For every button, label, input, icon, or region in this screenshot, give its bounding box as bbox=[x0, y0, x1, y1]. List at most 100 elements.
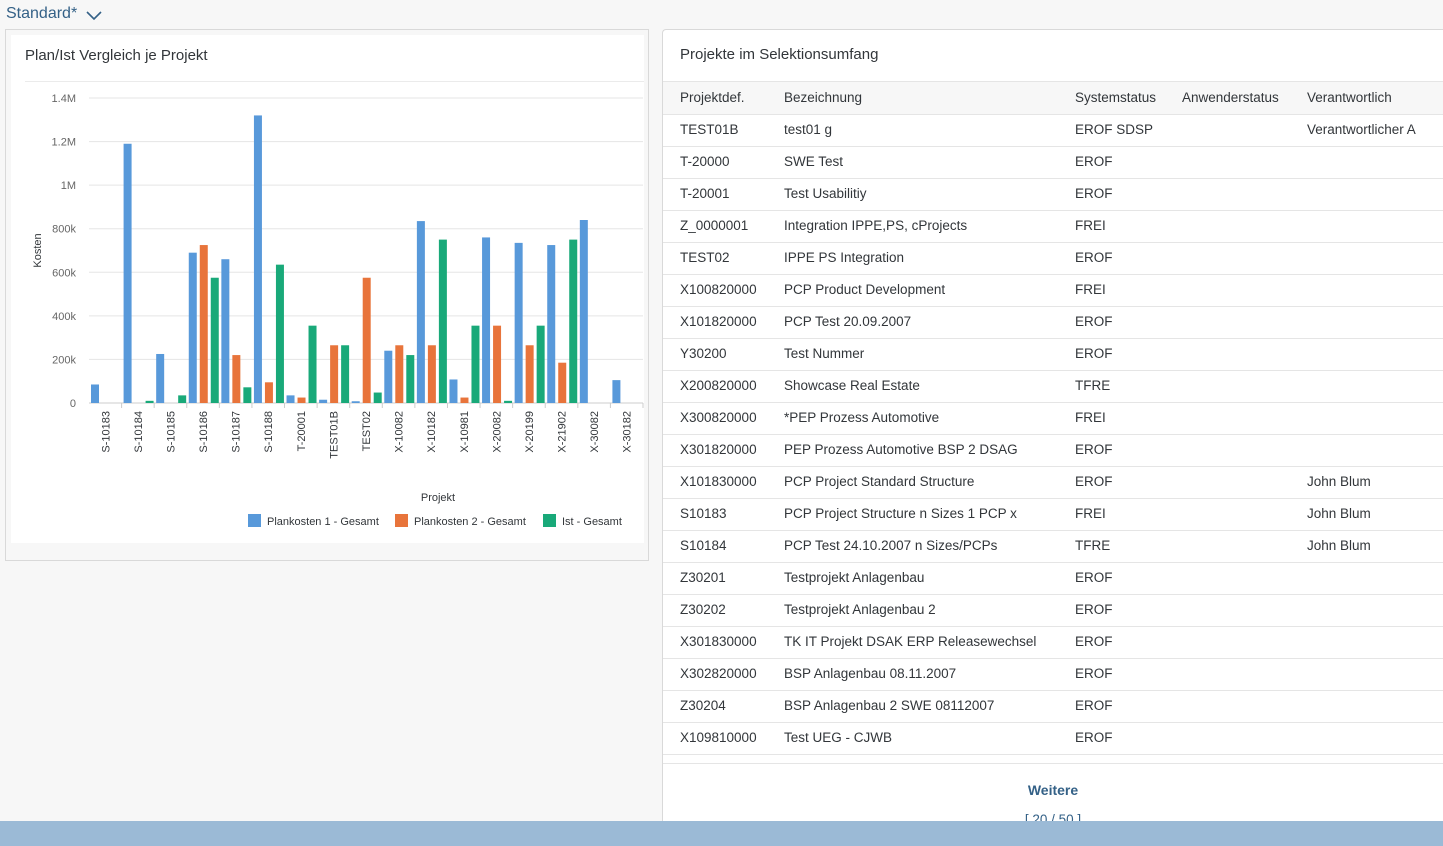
cell-systemstatus: FREI bbox=[1075, 506, 1106, 521]
table-row[interactable]: Z30204 BSP Anlagenbau 2 SWE 08112007 EROF bbox=[663, 691, 1443, 723]
variant-selector[interactable]: Standard* bbox=[6, 3, 103, 25]
column-header-verantwortlich[interactable]: Verantwortlich bbox=[1307, 90, 1392, 105]
table-row[interactable]: TEST02 IPPE PS Integration EROF bbox=[663, 243, 1443, 275]
cell-projektdef: Z_0000001 bbox=[680, 218, 749, 233]
cell-projektdef: X101820000 bbox=[680, 314, 757, 329]
legend-swatch bbox=[248, 514, 261, 527]
cell-verantwortlich: John Blum bbox=[1307, 474, 1371, 489]
y-tick-label: 400k bbox=[52, 311, 76, 323]
bar bbox=[210, 277, 219, 403]
cell-projektdef: X109810000 bbox=[680, 730, 757, 745]
table-row[interactable]: X101830000 PCP Project Standard Structure… bbox=[663, 467, 1443, 499]
x-tick-label: S-10187 bbox=[231, 411, 243, 453]
bar bbox=[449, 379, 458, 403]
table-row[interactable]: S10184 PCP Test 24.10.2007 n Sizes/PCPs TF… bbox=[663, 531, 1443, 563]
table-row[interactable]: X109810000 Test UEG - CJWB EROF bbox=[663, 723, 1443, 755]
y-tick-label: 1.2M bbox=[52, 137, 76, 149]
table-row[interactable]: Z30201 Testprojekt Anlagenbau EROF bbox=[663, 563, 1443, 595]
bar-chart: 0 200k 400k 600k 800k 1M 1.2M 1.4M Kosten S-10183… bbox=[32, 93, 644, 528]
cell-bezeichnung: Showcase Real Estate bbox=[784, 378, 920, 393]
y-tick-label: 200k bbox=[52, 354, 76, 366]
table-row[interactable]: X200820000 Showcase Real Estate TFRE bbox=[663, 371, 1443, 403]
y-tick-label: 1.4M bbox=[52, 93, 76, 105]
bar bbox=[493, 325, 502, 403]
x-tick-label: S-10185 bbox=[165, 411, 177, 453]
bar bbox=[243, 387, 252, 403]
table-row[interactable]: T-20001 Test Usabilitiy EROF bbox=[663, 179, 1443, 211]
x-tick-label: TEST02 bbox=[361, 411, 373, 451]
cell-bezeichnung: PCP Project Structure n Sizes 1 PCP x bbox=[784, 506, 1017, 521]
x-tick-label: S-10186 bbox=[198, 411, 210, 453]
table-row[interactable]: S10183 PCP Project Structure n Sizes 1 PC… bbox=[663, 499, 1443, 531]
cell-verantwortlich: Verantwortlicher A bbox=[1307, 122, 1416, 137]
cell-projektdef: X200820000 bbox=[680, 378, 757, 393]
cell-systemstatus: EROF bbox=[1075, 666, 1113, 681]
cell-bezeichnung: Test Usabilitiy bbox=[784, 186, 867, 201]
legend-swatch bbox=[543, 514, 556, 527]
bar bbox=[308, 325, 317, 403]
table-row[interactable]: X101820000 PCP Test 20.09.2007 EROF bbox=[663, 307, 1443, 339]
cell-projektdef: X101830000 bbox=[680, 474, 757, 489]
cell-projektdef: Z30204 bbox=[680, 698, 726, 713]
x-tick-label: X-30082 bbox=[589, 411, 601, 453]
bar bbox=[504, 400, 513, 403]
bar bbox=[232, 355, 241, 403]
bar bbox=[178, 395, 187, 403]
legend-label: Plankosten 2 - Gesamt bbox=[414, 516, 526, 528]
table-row[interactable]: X301830000 TK IT Projekt DSAK ERP Release… bbox=[663, 627, 1443, 659]
table-row[interactable]: T-20000 SWE Test EROF bbox=[663, 147, 1443, 179]
cell-bezeichnung: Test UEG - CJWB bbox=[784, 730, 893, 745]
cell-systemstatus: EROF bbox=[1075, 602, 1113, 617]
x-tick-label: X-10981 bbox=[459, 411, 471, 453]
table-row[interactable]: X300820000 *PEP Prozess Automotive FREI bbox=[663, 403, 1443, 435]
table-row[interactable]: X302820000 BSP Anlagenbau 08.11.2007 EROF bbox=[663, 659, 1443, 691]
table-row[interactable]: Z_0000001 Integration IPPE,PS, cProjects F… bbox=[663, 211, 1443, 243]
x-tick-label: TEST01B bbox=[328, 411, 340, 459]
table-row[interactable]: X301820000 PEP Prozess Automotive BSP 2 D… bbox=[663, 435, 1443, 467]
column-header-projektdef[interactable]: Projektdef. bbox=[680, 90, 745, 105]
bar bbox=[427, 345, 436, 403]
legend-label: Plankosten 1 - Gesamt bbox=[267, 516, 379, 528]
x-tick-label: S-10184 bbox=[133, 411, 145, 453]
bar bbox=[612, 380, 621, 403]
table-row[interactable]: Y30200 Test Nummer EROF bbox=[663, 339, 1443, 371]
column-header-systemstatus[interactable]: Systemstatus bbox=[1075, 90, 1157, 105]
bar bbox=[536, 325, 545, 403]
bar bbox=[362, 277, 371, 403]
cell-systemstatus: EROF bbox=[1075, 730, 1113, 745]
bar bbox=[514, 242, 523, 403]
cell-systemstatus: TFRE bbox=[1075, 538, 1111, 553]
chart-panel: Plan/Ist Vergleich je Projekt 0 200k 400k 6… bbox=[11, 35, 644, 543]
cell-systemstatus: FREI bbox=[1075, 218, 1106, 233]
footer-bar bbox=[0, 821, 1443, 846]
bar bbox=[156, 353, 165, 403]
cell-systemstatus: FREI bbox=[1075, 410, 1106, 425]
bar bbox=[199, 245, 208, 403]
cell-projektdef: X301820000 bbox=[680, 442, 757, 457]
bar bbox=[188, 252, 197, 403]
column-header-anwenderstatus[interactable]: Anwenderstatus bbox=[1182, 90, 1279, 105]
cell-bezeichnung: Testprojekt Anlagenbau bbox=[784, 570, 925, 585]
cell-projektdef: TEST01B bbox=[680, 122, 739, 137]
bar bbox=[319, 399, 328, 403]
cell-bezeichnung: IPPE PS Integration bbox=[784, 250, 905, 265]
y-axis-label: Kosten bbox=[32, 233, 44, 267]
more-button[interactable]: Weitere bbox=[1027, 782, 1079, 798]
cell-bezeichnung: BSP Anlagenbau 2 SWE 08112007 bbox=[784, 698, 995, 713]
column-header-bezeichnung[interactable]: Bezeichnung bbox=[784, 90, 863, 105]
cell-systemstatus: EROF bbox=[1075, 698, 1113, 713]
cell-systemstatus: EROF bbox=[1075, 346, 1113, 361]
table-row[interactable]: X100820000 PCP Product Development FREI bbox=[663, 275, 1443, 307]
bar bbox=[547, 245, 556, 403]
x-tick-label: X-21902 bbox=[557, 411, 569, 453]
bar bbox=[471, 325, 480, 403]
x-tick-label: S-10183 bbox=[100, 411, 112, 453]
variant-bar: Standard* bbox=[0, 0, 1443, 28]
cell-systemstatus: EROF bbox=[1075, 474, 1113, 489]
x-tick-label: S-10188 bbox=[263, 411, 275, 453]
table-row[interactable]: Z30202 Testprojekt Anlagenbau 2 EROF bbox=[663, 595, 1443, 627]
cell-projektdef: T-20001 bbox=[680, 186, 730, 201]
cell-projektdef: X100820000 bbox=[680, 282, 757, 297]
chart-card: Plan/Ist Vergleich je Projekt 0 200k 400k 6… bbox=[5, 29, 649, 561]
table-row[interactable]: TEST01B test01 g EROF SDSP Verantwortlicher… bbox=[663, 115, 1443, 147]
